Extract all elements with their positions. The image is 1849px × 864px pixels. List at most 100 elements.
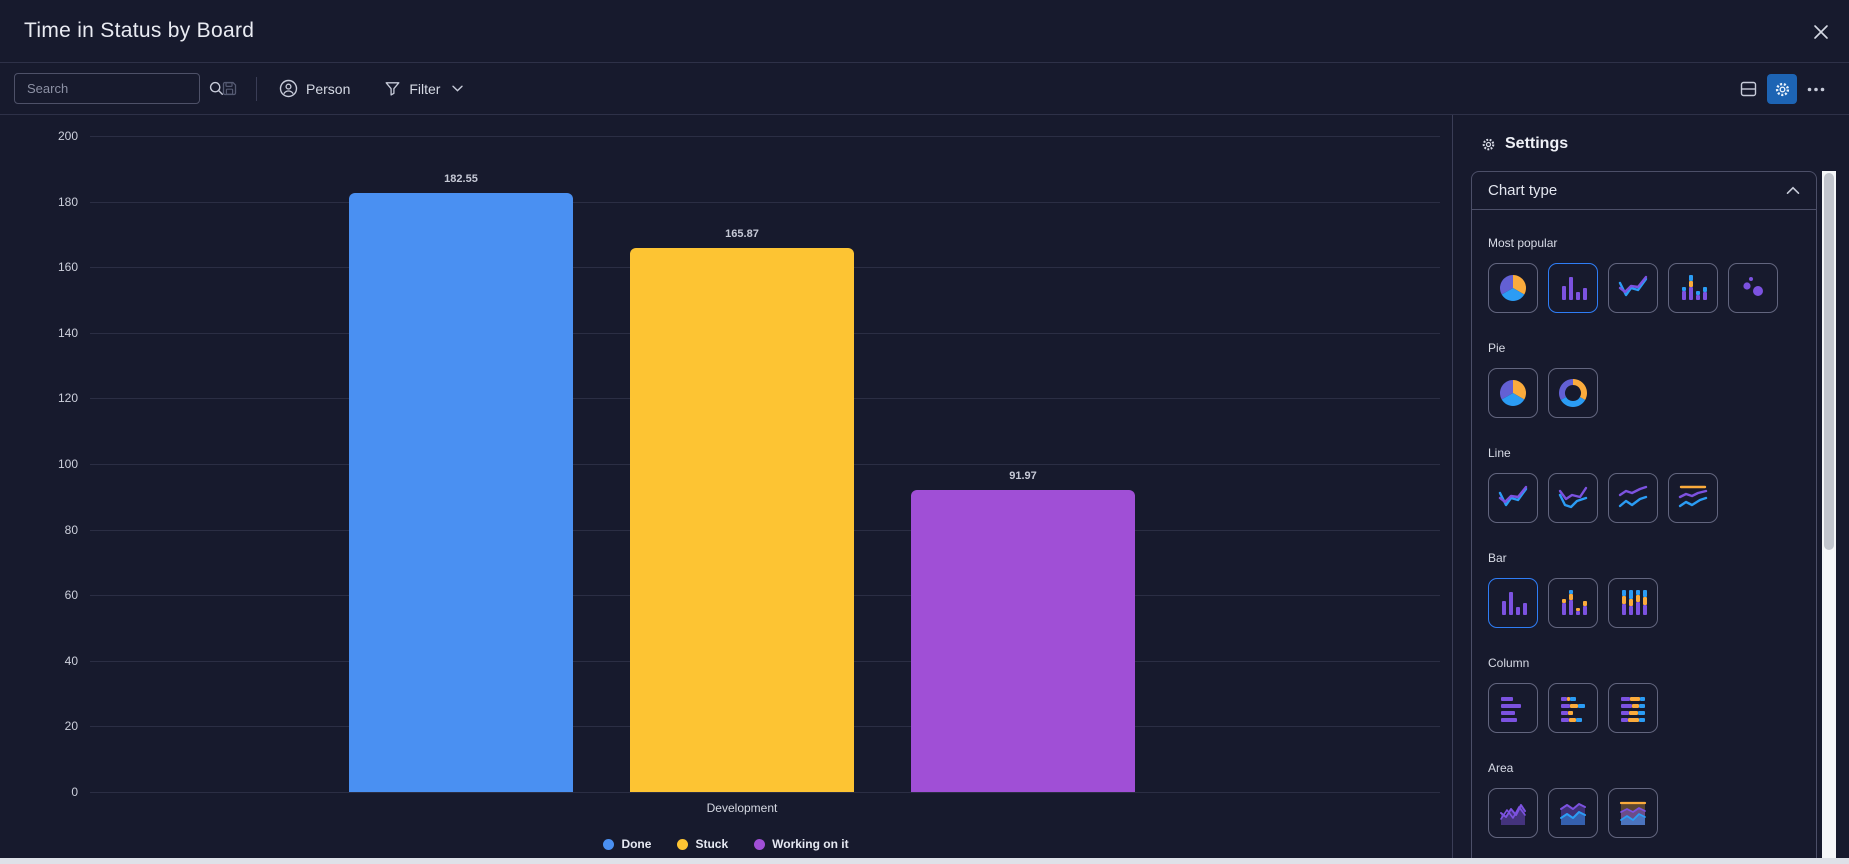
y-axis-tick-label: 20 — [64, 719, 78, 734]
chart-type-tile-bar-stacked-full-icon[interactable] — [1608, 578, 1658, 628]
board-view-icon[interactable] — [1733, 74, 1763, 104]
save-icon[interactable] — [214, 74, 244, 104]
bar-value-label: 165.87 — [725, 227, 759, 240]
y-axis-tick-label: 40 — [64, 653, 78, 668]
chart-type-tile-bar-chart-icon[interactable] — [1488, 578, 1538, 628]
gridline — [90, 792, 1440, 793]
legend-label: Stuck — [695, 837, 729, 851]
page-title: Time in Status by Board — [24, 19, 255, 42]
chart-type-tile-line-topline-icon[interactable] — [1668, 473, 1718, 523]
line-topline-icon — [1678, 485, 1708, 508]
tile-row — [1488, 578, 1800, 628]
close-icon[interactable] — [1811, 22, 1831, 42]
chart-type-tile-stacked-bar-icon[interactable] — [1668, 263, 1718, 313]
filter-button[interactable]: Filter — [374, 74, 473, 103]
donut-chart-icon — [1559, 379, 1587, 407]
hbar-chart-icon — [1501, 697, 1521, 722]
panel-scrollbar-thumb[interactable] — [1824, 173, 1834, 550]
gridline — [90, 136, 1440, 137]
tile-row — [1488, 683, 1800, 733]
filter-icon — [384, 80, 401, 97]
chart-type-tile-pie-chart-icon[interactable] — [1488, 368, 1538, 418]
line-chart-2-icon — [1558, 486, 1588, 509]
person-button-label: Person — [306, 80, 351, 97]
y-axis-tick-label: 200 — [57, 129, 78, 143]
tile-row — [1488, 473, 1800, 523]
y-axis-tick-label: 120 — [57, 391, 78, 406]
chart-type-tile-area-topline-icon[interactable] — [1608, 788, 1658, 838]
x-axis-category-label: Development — [706, 801, 778, 815]
bar-stacked-full-icon — [1622, 590, 1647, 615]
chart-type-tile-hbar-chart-icon[interactable] — [1488, 683, 1538, 733]
chart-type-card: Chart type Most popular Pie Line Bar Column A… — [1471, 171, 1817, 864]
gridline — [90, 201, 1440, 203]
pie-chart-icon — [1499, 275, 1527, 302]
chart-type-tile-hbar-stacked-full-icon[interactable] — [1608, 683, 1658, 733]
chart-type-section-column: Column — [1488, 656, 1800, 733]
panel-scrollbar[interactable] — [1822, 171, 1836, 858]
search-box — [14, 73, 223, 104]
legend-item-done[interactable]: Done — [603, 837, 651, 851]
toolbar: Person Filter — [0, 63, 1849, 115]
chart-type-tile-bar-stacked-icon[interactable] — [1548, 578, 1598, 628]
chart-type-tile-line-chart-icon[interactable] — [1608, 263, 1658, 313]
chart-type-tile-line-chart-icon[interactable] — [1488, 473, 1538, 523]
toolbar-divider — [256, 76, 257, 101]
more-options-icon[interactable] — [1801, 74, 1831, 104]
person-button[interactable]: Person — [269, 73, 360, 104]
chevron-up-icon — [1786, 186, 1800, 195]
scatter-chart-icon — [1743, 277, 1763, 296]
chart-type-tile-pie-chart-icon[interactable] — [1488, 263, 1538, 313]
hbar-stacked-icon — [1561, 697, 1585, 722]
section-label: Most popular — [1488, 236, 1558, 250]
legend-item-stuck[interactable]: Stuck — [677, 837, 728, 851]
settings-gear-button[interactable] — [1767, 74, 1797, 104]
chart-type-tile-line-smooth-icon[interactable] — [1608, 473, 1658, 523]
tile-row — [1488, 263, 1800, 313]
section-label: Column — [1488, 656, 1530, 670]
area-multi-icon — [1560, 803, 1586, 825]
bar-value-label: 182.55 — [444, 173, 478, 186]
chart-type-tile-bar-chart-icon[interactable] — [1548, 263, 1598, 313]
chart-type-tile-line-chart-2-icon[interactable] — [1548, 473, 1598, 523]
area-topline-icon — [1619, 801, 1647, 825]
legend-label: Working on it — [772, 837, 849, 851]
y-axis-tick-label: 80 — [64, 522, 78, 537]
legend-dot — [754, 838, 766, 850]
chart-type-tile-hbar-stacked-icon[interactable] — [1548, 683, 1598, 733]
y-axis-tick-label: 60 — [64, 588, 78, 603]
section-label: Bar — [1488, 551, 1507, 565]
tile-row — [1488, 368, 1800, 418]
y-axis-tick-label: 180 — [57, 194, 78, 209]
chart-type-tile-area-multi-icon[interactable] — [1548, 788, 1598, 838]
horizontal-scrollbar[interactable] — [0, 858, 1849, 864]
bar-working-on-it[interactable] — [911, 490, 1135, 792]
chart-type-tile-area-chart-icon[interactable] — [1488, 788, 1538, 838]
line-chart-icon — [1498, 485, 1528, 507]
section-label: Line — [1488, 446, 1511, 460]
chart-type-section-area: Area — [1488, 761, 1800, 838]
chart-type-section-bar: Bar — [1488, 551, 1800, 628]
chart-type-header[interactable]: Chart type — [1472, 172, 1816, 210]
pie-chart-icon — [1499, 380, 1527, 407]
section-label: Pie — [1488, 341, 1506, 355]
legend-dot — [677, 838, 689, 850]
search-input[interactable] — [15, 81, 209, 96]
chart-type-tile-scatter-chart-icon[interactable] — [1728, 263, 1778, 313]
chart-type-tile-donut-chart-icon[interactable] — [1548, 368, 1598, 418]
stacked-bar-icon — [1682, 275, 1707, 300]
filter-button-label: Filter — [409, 80, 441, 97]
bar-stacked-icon — [1562, 590, 1587, 615]
legend-dot — [603, 838, 615, 850]
chevron-down-icon — [452, 85, 464, 92]
bar-done[interactable] — [349, 193, 573, 792]
chart-type-section-pie: Pie — [1488, 341, 1800, 418]
settings-title: Settings — [1481, 135, 1568, 153]
person-icon — [279, 79, 298, 98]
search-icon — [209, 81, 224, 96]
legend-item-working-on-it[interactable]: Working on it — [754, 837, 849, 851]
y-axis-tick-label: 0 — [71, 785, 78, 799]
bar-stuck[interactable] — [630, 247, 854, 792]
widget-header: Time in Status by Board — [0, 0, 1849, 63]
